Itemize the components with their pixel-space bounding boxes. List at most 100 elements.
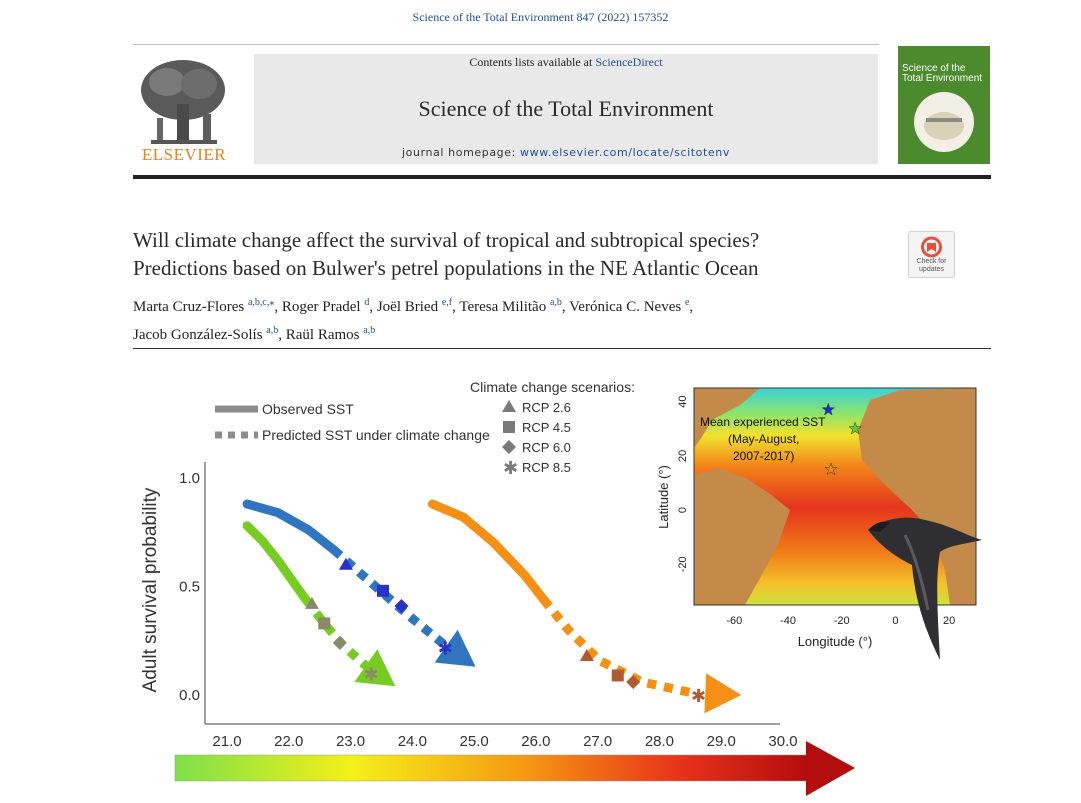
author-affiliation[interactable]: d bbox=[364, 297, 370, 308]
map-y-tick-label: 20 bbox=[677, 450, 689, 462]
rcp85-legend-marker: ✱ bbox=[503, 458, 518, 478]
x-tick-label: 24.0 bbox=[398, 733, 427, 750]
author-name[interactable]: Roger Pradel bbox=[281, 299, 361, 315]
scenario-legend-title: Climate change scenarios: bbox=[470, 379, 635, 395]
author-name[interactable]: Teresa Militão bbox=[459, 299, 547, 315]
rcp45-marker bbox=[318, 617, 331, 630]
map-subtitle-2: 2007-2017) bbox=[733, 449, 794, 463]
author-name[interactable]: Joël Bried bbox=[376, 299, 439, 315]
y-axis-label: Adult survival probability bbox=[140, 487, 161, 692]
rcp26-marker bbox=[579, 648, 594, 661]
map-y-tick-label: 40 bbox=[677, 395, 689, 407]
predicted-series-line bbox=[330, 546, 448, 649]
sciencedirect-link[interactable]: ScienceDirect bbox=[595, 55, 663, 69]
rcp45-marker bbox=[376, 584, 389, 597]
map-y-tick-label: 0 bbox=[677, 507, 689, 513]
author-affiliation[interactable]: e bbox=[684, 297, 690, 308]
map-x-tick-label: -20 bbox=[834, 615, 850, 627]
author-affiliation[interactable]: a,b bbox=[549, 297, 562, 308]
journal-title: Science of the Total Environment bbox=[418, 96, 714, 121]
map-x-tick-label: 20 bbox=[943, 615, 955, 627]
author-name[interactable]: Verónica C. Neves bbox=[569, 299, 682, 315]
paper-title-line-2: Predictions based on Bulwer's petrel pop… bbox=[133, 256, 759, 280]
rcp45-legend-marker bbox=[503, 421, 515, 433]
map-land-north-america bbox=[694, 388, 760, 448]
map-title: Mean experienced SST bbox=[700, 415, 826, 429]
paper-title-line-1: Will climate change affect the survival … bbox=[133, 228, 760, 252]
author-affiliation[interactable]: a,b bbox=[266, 325, 279, 336]
colony-star-marker bbox=[824, 462, 838, 476]
map-colony-markers bbox=[821, 402, 863, 476]
x-tick-label: 29.0 bbox=[707, 733, 736, 750]
journal-cover-image[interactable] bbox=[898, 46, 990, 164]
map-subtitle: (May-August, bbox=[728, 432, 799, 446]
contents-line: Contents lists available at ScienceDirec… bbox=[254, 55, 878, 70]
author-separator: , bbox=[278, 327, 286, 343]
sst-gradient-arrowhead bbox=[806, 741, 855, 796]
rcp26-legend-label: RCP 2.6 bbox=[522, 400, 571, 415]
x-tick-label: 30.0 bbox=[768, 733, 797, 750]
check-for-updates-label: Check for updates bbox=[916, 258, 947, 273]
y-tick-label: 0.0 bbox=[179, 687, 200, 704]
x-tick-label: 28.0 bbox=[645, 733, 674, 750]
observed-series-line bbox=[242, 521, 311, 604]
map-y-tick-labels: 40 20 0 -20 bbox=[677, 395, 689, 572]
line-style-legend: Observed SST Predicted SST under climate… bbox=[215, 401, 490, 443]
author-affiliation[interactable]: a,b bbox=[363, 325, 376, 336]
elsevier-wordmark: ELSEVIER bbox=[141, 145, 227, 164]
author-affiliation[interactable]: e,f bbox=[441, 297, 453, 308]
rcp85-marker: ✱ bbox=[364, 664, 379, 684]
sst-map: Mean experienced SST (May-August, 2007-2… bbox=[656, 387, 977, 649]
map-frame bbox=[693, 387, 977, 606]
author-name[interactable]: Jacob González-Solís bbox=[133, 327, 263, 343]
x-tick-label: 26.0 bbox=[521, 733, 550, 750]
rcp85-legend-label: RCP 8.5 bbox=[522, 460, 571, 475]
paper-title: Will climate change affect the survival … bbox=[133, 226, 893, 282]
rcp26-legend-marker bbox=[502, 400, 516, 412]
rcp45-legend-label: RCP 4.5 bbox=[522, 420, 571, 435]
homepage-link[interactable]: www.elsevier.com/locate/scitotenv bbox=[520, 146, 730, 159]
rcp60-marker bbox=[332, 635, 347, 650]
author-affiliation[interactable]: a,b,c,⁎ bbox=[247, 297, 275, 308]
contents-prefix: Contents lists available at bbox=[469, 55, 596, 69]
series-arrowhead bbox=[434, 629, 476, 667]
author-separator: , bbox=[369, 299, 377, 315]
author-name[interactable]: Raül Ramos bbox=[285, 327, 360, 343]
map-land-south-america bbox=[694, 468, 790, 605]
colony-star-marker bbox=[848, 421, 863, 435]
survival-series: ✱ ✱ ✱ bbox=[242, 499, 742, 714]
rcp60-marker bbox=[626, 674, 641, 689]
x-tick-label: 25.0 bbox=[460, 733, 489, 750]
series-arrowhead bbox=[704, 673, 742, 714]
map-y-tick-label: -20 bbox=[677, 556, 689, 572]
y-tick-label: 0.5 bbox=[179, 579, 200, 596]
y-tick-label: 1.0 bbox=[179, 470, 200, 487]
rcp60-legend-label: RCP 6.0 bbox=[522, 440, 571, 455]
header-rule bbox=[133, 175, 991, 179]
sst-gradient-arrow bbox=[174, 741, 855, 796]
homepage-line: journal homepage: www.elsevier.com/locat… bbox=[254, 146, 878, 159]
author-separator: , bbox=[689, 299, 694, 315]
author-separator: , bbox=[561, 299, 570, 315]
map-x-tick-label: -40 bbox=[780, 615, 796, 627]
rcp85-marker: ✱ bbox=[691, 686, 706, 706]
map-y-axis-label: Latitude (°) bbox=[656, 465, 671, 529]
homepage-prefix: journal homepage: bbox=[402, 146, 521, 159]
elsevier-tree-logo bbox=[133, 54, 235, 166]
rcp60-marker bbox=[394, 599, 409, 614]
map-x-axis-label: Longitude (°) bbox=[798, 634, 873, 649]
colony-star-marker bbox=[821, 402, 836, 416]
rcp60-legend-marker bbox=[502, 440, 516, 454]
author-name[interactable]: Marta Cruz-Flores bbox=[133, 299, 245, 315]
author-separator: , bbox=[452, 299, 460, 315]
header-top-rule bbox=[133, 44, 879, 45]
x-tick-labels: 21.0 22.0 23.0 24.0 25.0 26.0 27.0 28.0 29.0 30.0 bbox=[212, 733, 797, 750]
map-land-africa bbox=[858, 388, 976, 605]
journal-banner bbox=[254, 54, 878, 164]
journal-citation: Science of the Total Environment 847 (20… bbox=[412, 10, 669, 24]
author-list: Marta Cruz-Flores a,b,c,⁎, Roger Pradel … bbox=[133, 291, 953, 347]
x-tick-label: 27.0 bbox=[583, 733, 612, 750]
x-tick-label: 21.0 bbox=[212, 733, 241, 750]
check-for-updates-badge[interactable] bbox=[908, 231, 955, 278]
map-x-tick-label: -60 bbox=[726, 615, 742, 627]
